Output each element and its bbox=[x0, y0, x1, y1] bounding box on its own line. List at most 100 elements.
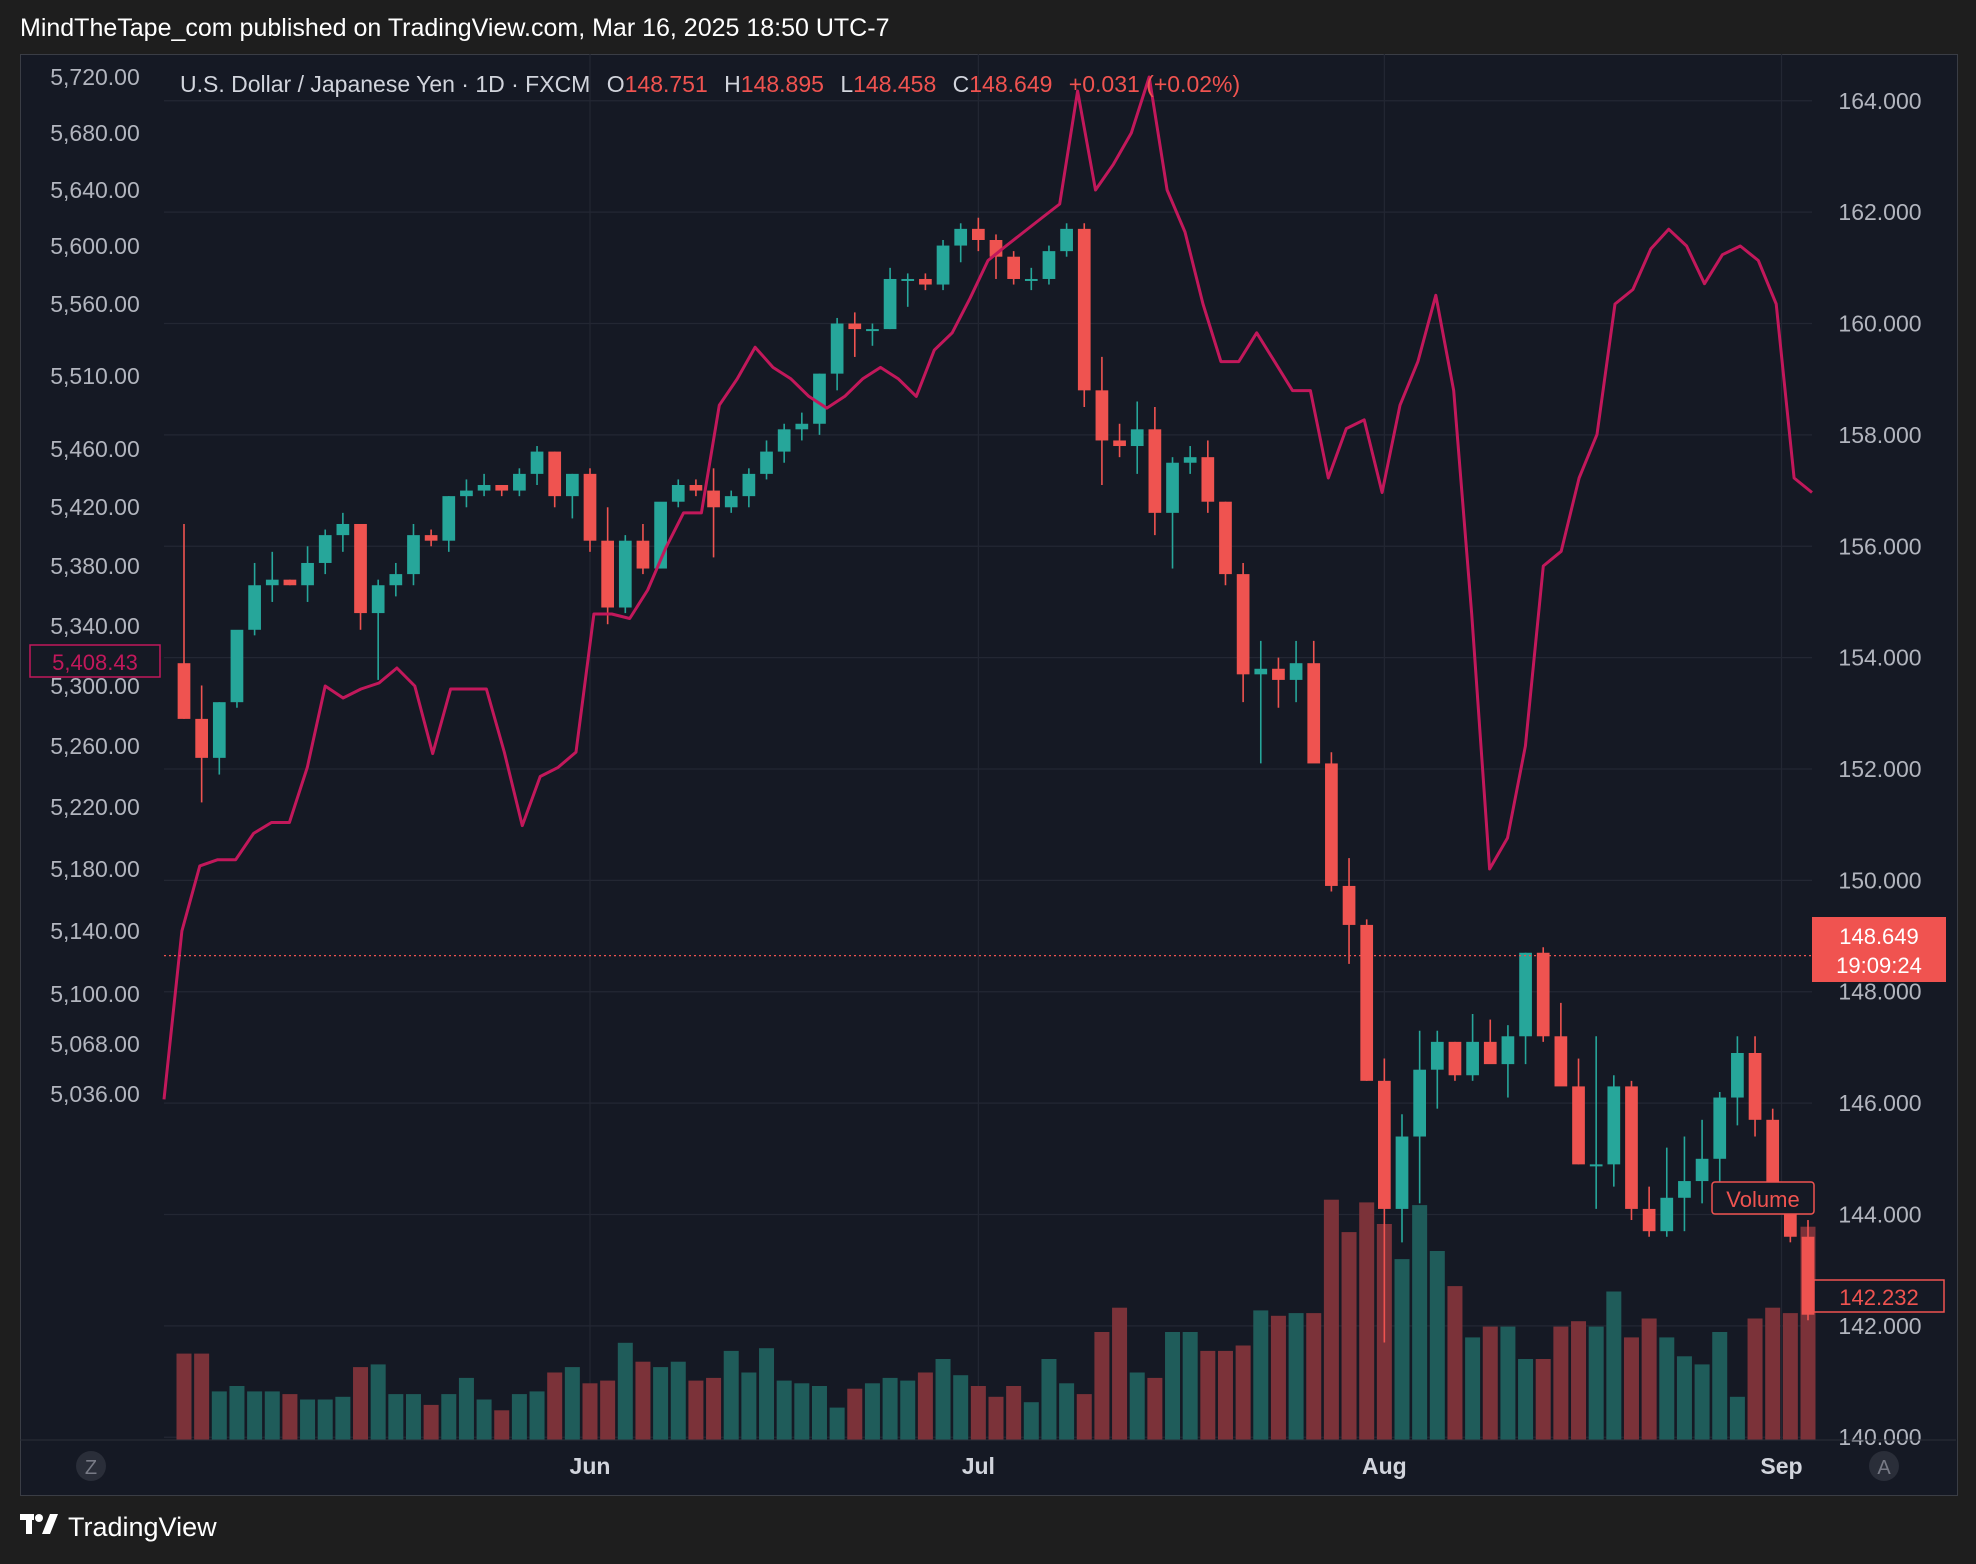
volume-bar bbox=[917, 1372, 933, 1440]
candle-body bbox=[212, 702, 226, 758]
candle bbox=[601, 507, 615, 625]
x-axis-label: Jul bbox=[962, 1453, 995, 1479]
candle bbox=[777, 423, 791, 463]
right-axis-tick: 164.000 bbox=[1838, 88, 1921, 114]
volume-bar bbox=[1782, 1313, 1798, 1440]
candle-body bbox=[1572, 1086, 1585, 1165]
symbol-name: U.S. Dollar / Japanese Yen · 1D · FXCM bbox=[180, 71, 591, 97]
candle bbox=[1589, 1036, 1603, 1209]
volume-bar bbox=[1412, 1205, 1428, 1440]
candle-body bbox=[318, 535, 332, 563]
candle bbox=[883, 267, 897, 330]
chart-frame bbox=[20, 54, 1958, 1496]
volume-bar bbox=[864, 1383, 880, 1440]
candle-body bbox=[1713, 1097, 1727, 1159]
chart-grid bbox=[164, 54, 1812, 1440]
volume-bar bbox=[811, 1386, 827, 1440]
price-tag: 148.649 19:09:24 bbox=[1812, 917, 1946, 982]
candle bbox=[742, 468, 756, 508]
volume-bars bbox=[176, 1199, 1816, 1440]
volume-bar bbox=[423, 1404, 439, 1440]
candle bbox=[1077, 223, 1091, 408]
candle bbox=[1678, 1136, 1691, 1232]
tradingview-footer[interactable]: TradingView bbox=[20, 1512, 217, 1543]
volume-bar bbox=[494, 1410, 510, 1440]
candle-body bbox=[583, 473, 597, 541]
volume-bar bbox=[953, 1375, 969, 1440]
volume-bar bbox=[370, 1364, 386, 1440]
volume-bar bbox=[1659, 1337, 1675, 1440]
volume-bar bbox=[529, 1391, 545, 1440]
candle-body bbox=[1360, 924, 1374, 1081]
candle bbox=[265, 551, 279, 602]
auto-scale-button[interactable]: A bbox=[1869, 1451, 1899, 1481]
last-value-label: 142.232 bbox=[1839, 1285, 1919, 1310]
candle bbox=[1219, 501, 1232, 586]
candle-body bbox=[971, 228, 985, 240]
left-axis-tick: 5,640.00 bbox=[50, 177, 140, 203]
volume-bar bbox=[582, 1383, 598, 1440]
left-axis-tick: 5,220.00 bbox=[50, 794, 140, 820]
candle bbox=[583, 468, 597, 552]
candle-body bbox=[283, 579, 297, 586]
candle-body bbox=[336, 523, 350, 536]
volume-bar bbox=[229, 1386, 245, 1440]
candle-body bbox=[936, 245, 950, 285]
right-axis-tick: 144.000 bbox=[1838, 1201, 1921, 1227]
candle-body bbox=[442, 496, 456, 541]
candle-body bbox=[1183, 457, 1197, 463]
candle-body bbox=[1095, 390, 1109, 441]
price-chart[interactable]: 164.000 162.000 160.000 158.000 156.000 154.0… bbox=[20, 54, 1956, 1494]
candle bbox=[1130, 401, 1144, 474]
candle-body bbox=[1501, 1036, 1515, 1065]
candle-body bbox=[1042, 251, 1056, 279]
candlesticks bbox=[177, 217, 1815, 1343]
candle bbox=[1748, 1036, 1762, 1137]
volume-bar bbox=[670, 1361, 686, 1440]
candle bbox=[548, 451, 562, 508]
candle bbox=[919, 273, 932, 291]
left-axis-tick: 5,720.00 bbox=[50, 64, 140, 90]
candle-body bbox=[883, 278, 897, 330]
candle-body bbox=[760, 451, 773, 474]
candle bbox=[618, 535, 632, 614]
candle-body bbox=[777, 429, 791, 452]
volume-bar bbox=[1165, 1332, 1181, 1440]
left-axis-tick: 5,036.00 bbox=[50, 1081, 140, 1107]
change-value: +0.031 (+0.02%) bbox=[1068, 71, 1241, 97]
right-axis-tick: 142.000 bbox=[1838, 1313, 1921, 1339]
right-axis-tick: 162.000 bbox=[1838, 199, 1921, 225]
right-axis-tick: 140.000 bbox=[1838, 1424, 1921, 1450]
volume-bar bbox=[794, 1383, 810, 1440]
candle-body bbox=[954, 228, 968, 246]
zoom-button-left[interactable]: Z bbox=[76, 1451, 106, 1481]
candle bbox=[1413, 1030, 1427, 1204]
left-axis-tick: 5,510.00 bbox=[50, 363, 140, 389]
volume-bar bbox=[1765, 1307, 1781, 1440]
left-axis-tick: 5,180.00 bbox=[50, 856, 140, 882]
left-axis-tick: 5,100.00 bbox=[50, 981, 140, 1007]
candle bbox=[901, 273, 915, 307]
right-axis-tick: 156.000 bbox=[1838, 533, 1921, 559]
volume-bar bbox=[1606, 1291, 1622, 1440]
candle bbox=[354, 523, 367, 630]
candle-body bbox=[230, 629, 244, 703]
candle bbox=[971, 217, 985, 252]
candle bbox=[1183, 446, 1197, 474]
candle-body bbox=[548, 451, 562, 497]
volume-bar bbox=[441, 1394, 457, 1440]
candle-body bbox=[1430, 1041, 1444, 1070]
candle-body bbox=[636, 540, 650, 569]
candle-body bbox=[1554, 1036, 1568, 1087]
candle bbox=[1236, 562, 1250, 703]
candle bbox=[1148, 407, 1162, 536]
volume-bar bbox=[1641, 1318, 1657, 1440]
volume-bar bbox=[1076, 1394, 1092, 1440]
volume-bar bbox=[1182, 1332, 1198, 1440]
volume-bar bbox=[1323, 1199, 1339, 1440]
close-label: C bbox=[952, 71, 970, 97]
candle bbox=[954, 223, 968, 263]
candle bbox=[1254, 640, 1268, 764]
candle-body bbox=[689, 485, 703, 491]
candle-body bbox=[1607, 1086, 1621, 1165]
